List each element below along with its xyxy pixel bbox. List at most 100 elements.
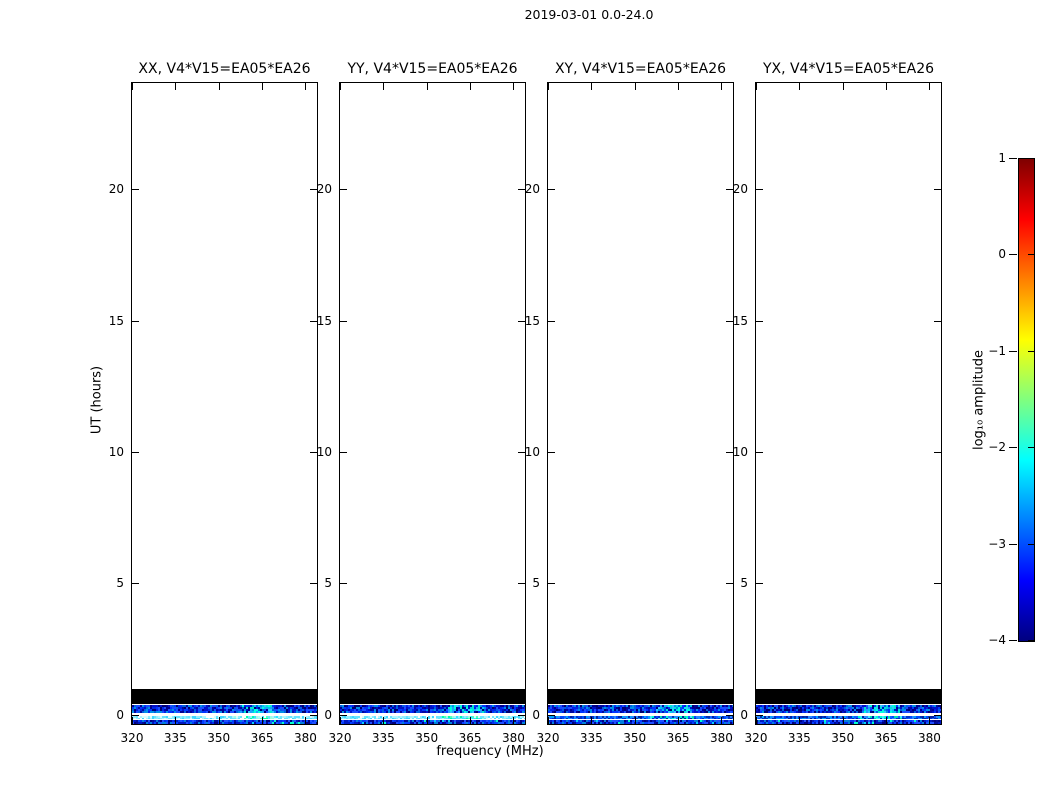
x-tick-top bbox=[340, 83, 341, 90]
x-tick-top bbox=[756, 83, 757, 90]
y-tick-left bbox=[340, 583, 347, 585]
x-tick-label: 335 bbox=[371, 731, 395, 745]
y-tick-left bbox=[132, 452, 139, 454]
y-tick-right bbox=[310, 452, 317, 454]
y-tick-label: 20 bbox=[316, 182, 332, 197]
y-tick-label: 10 bbox=[524, 445, 540, 460]
y-tick-label: 10 bbox=[316, 445, 332, 460]
x-tick-bottom bbox=[721, 717, 723, 724]
y-tick-right bbox=[934, 714, 941, 716]
y-tick-right bbox=[934, 583, 941, 585]
y-tick-right bbox=[726, 714, 733, 716]
y-tick-left bbox=[756, 452, 763, 454]
y-tick-label: 10 bbox=[732, 445, 748, 460]
y-tick-right bbox=[310, 320, 317, 322]
x-tick-label: 350 bbox=[623, 731, 647, 745]
x-tick-bottom bbox=[756, 717, 757, 724]
y-tick-left bbox=[548, 714, 555, 716]
x-axis-label: frequency (MHz) bbox=[436, 744, 544, 759]
x-tick-top bbox=[305, 83, 307, 90]
colorbar-tick-right bbox=[1028, 543, 1034, 545]
y-tick-label: 15 bbox=[524, 313, 540, 328]
y-tick-label: 0 bbox=[324, 707, 332, 722]
colorbar bbox=[1018, 158, 1035, 642]
colorbar-tick-right bbox=[1028, 350, 1034, 352]
y-tick-left bbox=[756, 583, 763, 585]
colorbar-tick-label: −3 bbox=[988, 536, 1006, 551]
x-tick-bottom bbox=[175, 717, 177, 724]
panel-title-xy: XY, V4*V15=EA05*EA26 bbox=[554, 61, 727, 77]
colorbar-label: log₁₀ amplitude bbox=[971, 349, 987, 451]
x-tick-label: 350 bbox=[831, 731, 855, 745]
x-tick-bottom bbox=[548, 717, 549, 724]
panel-yy: YY, V4*V15=EA05*EA26 320 335 350 365 380 0 5 10 1… bbox=[317, 61, 526, 744]
y-tick-left bbox=[756, 714, 763, 716]
y-tick-right bbox=[726, 452, 733, 454]
y-tick-right bbox=[934, 320, 941, 322]
x-tick-top bbox=[634, 83, 636, 90]
y-tick-left bbox=[132, 320, 139, 322]
y-tick-left bbox=[548, 452, 555, 454]
x-tick-label: 380 bbox=[501, 731, 525, 745]
y-tick-right bbox=[934, 189, 941, 191]
colorbar-tick-left bbox=[1009, 158, 1017, 159]
y-tick-label: 5 bbox=[532, 576, 540, 591]
y-tick-left bbox=[340, 452, 347, 454]
y-tick-left bbox=[132, 583, 139, 585]
x-tick-label: 320 bbox=[120, 731, 144, 745]
colorbar-tick-label: 0 bbox=[998, 247, 1006, 262]
y-tick-left bbox=[132, 714, 139, 716]
colorbar-tick-right bbox=[1028, 254, 1034, 256]
x-tick-top bbox=[548, 83, 549, 90]
x-tick-bottom bbox=[634, 717, 636, 724]
colorbar-tick-left bbox=[1009, 350, 1017, 352]
y-tick-left bbox=[548, 583, 555, 585]
x-tick-bottom bbox=[383, 717, 385, 724]
x-tick-top bbox=[470, 83, 472, 90]
y-tick-left bbox=[548, 320, 555, 322]
y-tick-label: 0 bbox=[532, 707, 540, 722]
y-tick-left bbox=[340, 714, 347, 716]
x-tick-bottom bbox=[678, 717, 680, 724]
x-tick-top bbox=[842, 83, 844, 90]
y-tick-label: 15 bbox=[316, 313, 332, 328]
x-tick-top bbox=[591, 83, 593, 90]
x-tick-top bbox=[929, 83, 931, 90]
x-tick-top bbox=[262, 83, 264, 90]
panel-xy: XY, V4*V15=EA05*EA26 320 335 350 365 380 0 5 10 1… bbox=[525, 61, 734, 744]
y-tick-right bbox=[310, 189, 317, 191]
x-tick-label: 335 bbox=[163, 731, 187, 745]
x-tick-top bbox=[218, 83, 220, 90]
y-tick-label: 5 bbox=[116, 576, 124, 591]
x-tick-label: 380 bbox=[709, 731, 733, 745]
y-tick-right bbox=[518, 452, 525, 454]
colorbar-tick-left bbox=[1009, 543, 1017, 545]
x-tick-label: 350 bbox=[415, 731, 439, 745]
x-tick-label: 380 bbox=[293, 731, 317, 745]
x-tick-bottom bbox=[513, 717, 515, 724]
x-tick-bottom bbox=[305, 717, 307, 724]
y-tick-right bbox=[726, 189, 733, 191]
y-tick-label: 20 bbox=[108, 182, 124, 197]
colorbar-tick-label: −4 bbox=[988, 633, 1006, 647]
x-tick-label: 365 bbox=[666, 731, 690, 745]
x-tick-top bbox=[426, 83, 428, 90]
y-tick-left bbox=[756, 320, 763, 322]
x-tick-bottom bbox=[470, 717, 472, 724]
x-tick-label: 320 bbox=[536, 731, 560, 745]
panel-yx: YX, V4*V15=EA05*EA26 320 335 350 365 380 0 5 10 1… bbox=[733, 61, 942, 744]
y-tick-left bbox=[340, 320, 347, 322]
x-tick-top bbox=[513, 83, 515, 90]
colorbar-tick-left bbox=[1009, 640, 1017, 641]
y-tick-right bbox=[310, 714, 317, 716]
x-tick-label: 335 bbox=[787, 731, 811, 745]
y-tick-right bbox=[518, 189, 525, 191]
panel-title-xx: XX, V4*V15=EA05*EA26 bbox=[138, 61, 311, 77]
x-tick-label: 320 bbox=[328, 731, 352, 745]
y-tick-label: 0 bbox=[740, 707, 748, 722]
x-tick-bottom bbox=[262, 717, 264, 724]
y-tick-label: 0 bbox=[116, 707, 124, 722]
x-tick-top bbox=[886, 83, 888, 90]
heatmap-canvas-xy bbox=[548, 83, 733, 724]
